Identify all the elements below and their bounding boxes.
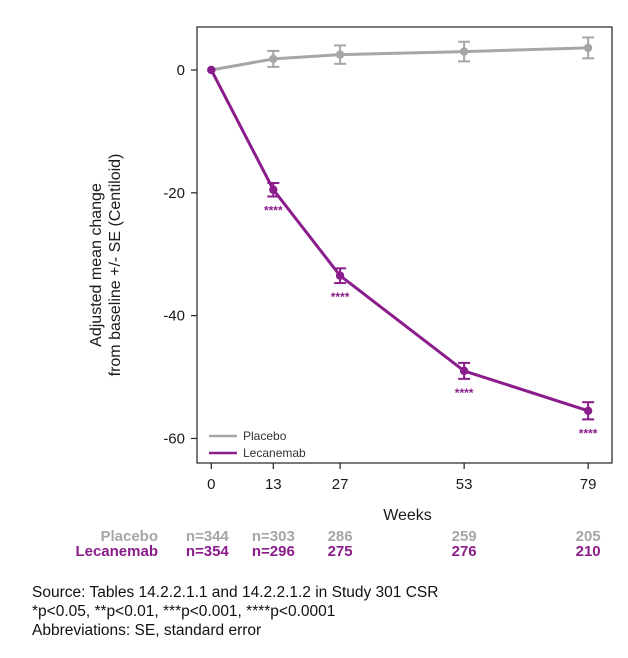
n-table-cell: 286 bbox=[328, 528, 353, 545]
y-axis-title: Adjusted mean change from baseline +/- SE… bbox=[88, 154, 124, 377]
x-tick-label: 0 bbox=[207, 476, 215, 493]
n-table-cell: 259 bbox=[452, 528, 477, 545]
n-table-cell: 210 bbox=[576, 543, 601, 560]
data-point bbox=[335, 50, 345, 59]
footnotes: Source: Tables 14.2.2.1.1 and 14.2.2.1.2… bbox=[32, 583, 438, 640]
series-line-lecanemab bbox=[209, 69, 589, 413]
data-point bbox=[207, 65, 216, 75]
data-point bbox=[459, 366, 469, 376]
n-table-cell: n=303 bbox=[252, 528, 295, 545]
n-table-row-label: Placebo bbox=[100, 528, 158, 545]
plot-frame bbox=[196, 26, 613, 464]
y-tick-label: 0 bbox=[177, 62, 185, 79]
footnote-abbreviations: Abbreviations: SE, standard error bbox=[32, 622, 262, 639]
line-chart: 0 -20 -40 -60 0 13 27 53 79 Weeks Adjusted mean ch… bbox=[75, 26, 613, 560]
significance-label: **** bbox=[264, 203, 283, 217]
n-table-cell: 205 bbox=[576, 528, 601, 545]
footnote-significance: *p<0.05, **p<0.01, ***p<0.001, ****p<0.0… bbox=[32, 603, 336, 620]
x-tick-label: 13 bbox=[265, 476, 282, 493]
n-table-cell: n=344 bbox=[186, 528, 230, 545]
y-tick-label: -60 bbox=[163, 430, 185, 447]
x-tick-label: 79 bbox=[580, 476, 597, 493]
x-tick-label: 53 bbox=[456, 476, 473, 493]
data-point bbox=[583, 43, 593, 53]
data-point bbox=[269, 54, 278, 64]
footnote-source: Source: Tables 14.2.2.1.1 and 14.2.2.1.2… bbox=[32, 584, 439, 601]
data-point bbox=[335, 271, 345, 280]
significance-label: **** bbox=[455, 386, 474, 400]
legend-label: Lecanemab bbox=[243, 446, 306, 460]
y-axis-title-line: from baseline +/- SE (Centiloid) bbox=[107, 154, 124, 377]
data-point bbox=[269, 185, 278, 194]
n-table-cell: n=296 bbox=[252, 543, 295, 560]
y-axis-title-line: Adjusted mean change bbox=[88, 183, 105, 347]
data-point bbox=[583, 406, 593, 416]
y-tick-label: -40 bbox=[163, 308, 185, 325]
n-table-row-label: Lecanemab bbox=[75, 543, 158, 560]
x-tick-label: 27 bbox=[332, 476, 349, 493]
n-table-cell: 275 bbox=[328, 543, 353, 560]
significance-label: **** bbox=[579, 426, 598, 440]
n-table-cell: 276 bbox=[452, 543, 477, 560]
significance-label: **** bbox=[331, 290, 350, 304]
legend-label: Placebo bbox=[243, 429, 287, 443]
x-axis-title: Weeks bbox=[383, 507, 432, 524]
n-table-cell: n=354 bbox=[186, 543, 230, 560]
y-tick-label: -20 bbox=[163, 185, 185, 202]
data-point bbox=[459, 47, 469, 56]
